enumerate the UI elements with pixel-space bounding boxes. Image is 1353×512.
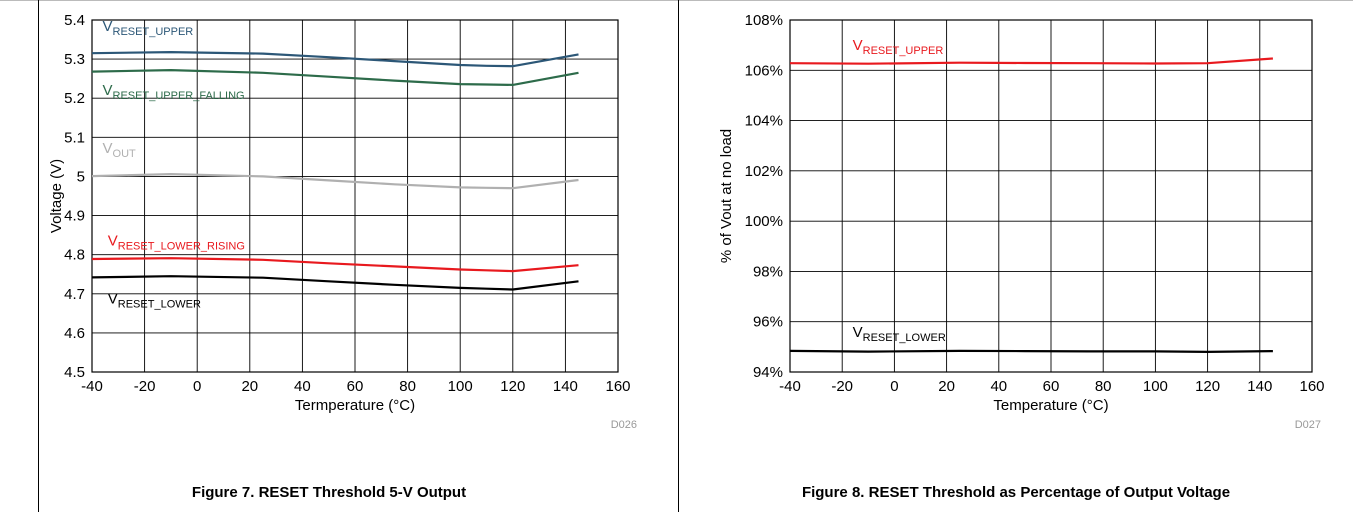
plot-frame bbox=[91, 19, 619, 373]
series-line bbox=[91, 50, 579, 68]
series-label: VOUT bbox=[103, 140, 137, 160]
series-label-main: V bbox=[103, 140, 113, 157]
series-label-subscript: OUT bbox=[113, 148, 137, 160]
series-label-subscript: RESET_UPPER bbox=[113, 26, 194, 38]
x-tick-label: 60 bbox=[347, 378, 364, 395]
y-tick-label: 4.7 bbox=[64, 286, 85, 303]
series-label-subscript: RESET_LOWER_RISING bbox=[118, 241, 245, 253]
y-tick-label: 5.3 bbox=[64, 51, 85, 68]
y-tick-label: 4.5 bbox=[64, 364, 85, 381]
x-tick-label: -20 bbox=[134, 378, 156, 395]
x-tick-label: 80 bbox=[399, 378, 416, 395]
figure-code: D026 bbox=[611, 419, 637, 431]
y-tick-label: 98% bbox=[753, 263, 783, 280]
series-label-subscript: RESET_UPPER bbox=[863, 45, 944, 57]
y-tick-label: 5.4 bbox=[64, 12, 85, 29]
panel-border-left bbox=[38, 0, 39, 512]
x-tick-label: 140 bbox=[553, 378, 578, 395]
x-tick-label: 140 bbox=[1247, 378, 1272, 395]
x-tick-label: 40 bbox=[294, 378, 311, 395]
x-tick-label: 160 bbox=[1299, 378, 1324, 395]
series-line bbox=[789, 349, 1273, 353]
y-tick-label: 5.1 bbox=[64, 129, 85, 146]
series-label-main: V bbox=[108, 233, 118, 250]
series-label: VRESET_LOWER bbox=[108, 291, 201, 311]
series-label: VRESET_UPPER_FALLING bbox=[103, 82, 245, 102]
y-tick-label: 94% bbox=[753, 364, 783, 381]
series-label-main: V bbox=[103, 18, 113, 35]
chart-figure-8: -40 -20 0 20 40 60 80 100 120 140 160 94% 96% 98% 100%… bbox=[718, 12, 1325, 431]
series-line bbox=[91, 275, 579, 291]
y-tick-label: 5.2 bbox=[64, 90, 85, 107]
x-axis-label: Termperature (°C) bbox=[295, 397, 415, 414]
x-tick-label: 0 bbox=[193, 378, 201, 395]
y-axis-label: % of Vout at no load bbox=[718, 129, 735, 263]
x-tick-label: 20 bbox=[938, 378, 955, 395]
y-tick-label: 4.6 bbox=[64, 325, 85, 342]
series-label-subscript: RESET_LOWER bbox=[118, 299, 201, 311]
x-tick-label: 0 bbox=[890, 378, 898, 395]
panel-divider bbox=[678, 0, 679, 512]
y-tick-label: 100% bbox=[745, 213, 783, 230]
y-tick-label: 108% bbox=[745, 12, 783, 29]
y-tick-label: 5 bbox=[77, 168, 85, 185]
x-tick-label: 20 bbox=[241, 378, 258, 395]
x-tick-label: 120 bbox=[1195, 378, 1220, 395]
x-tick-label: 60 bbox=[1043, 378, 1060, 395]
x-tick-label: 80 bbox=[1095, 378, 1112, 395]
y-tick-label: 4.8 bbox=[64, 247, 85, 264]
series-line bbox=[789, 57, 1273, 65]
y-tick-label: 4.9 bbox=[64, 208, 85, 225]
y-axis-label: Voltage (V) bbox=[48, 159, 65, 233]
x-tick-label: 100 bbox=[1143, 378, 1168, 395]
series-label: VRESET_LOWER_RISING bbox=[108, 233, 245, 253]
series-label-main: V bbox=[853, 324, 863, 341]
y-tick-label: 102% bbox=[745, 163, 783, 180]
series-label-subscript: RESET_UPPER_FALLING bbox=[113, 90, 245, 102]
x-tick-label: 160 bbox=[605, 378, 630, 395]
series-label: VRESET_UPPER bbox=[853, 37, 944, 57]
series-label-main: V bbox=[103, 82, 113, 99]
top-rule bbox=[0, 0, 1353, 1]
series-line bbox=[91, 257, 579, 273]
x-tick-label: 100 bbox=[448, 378, 473, 395]
plot-frame bbox=[789, 19, 1313, 373]
series-label-main: V bbox=[853, 37, 863, 54]
figure-code: D027 bbox=[1295, 419, 1321, 431]
series-line bbox=[91, 173, 579, 190]
y-tick-label: 104% bbox=[745, 113, 783, 130]
x-tick-label: -40 bbox=[81, 378, 103, 395]
x-tick-label: -20 bbox=[831, 378, 853, 395]
x-tick-label: 120 bbox=[500, 378, 525, 395]
series-label-subscript: RESET_LOWER bbox=[863, 332, 946, 344]
figure-8-caption: Figure 8. RESET Threshold as Percentage … bbox=[801, 484, 1231, 501]
figure-7-caption: Figure 7. RESET Threshold 5-V Output bbox=[191, 484, 467, 501]
series-line bbox=[91, 68, 579, 87]
series-label: VRESET_UPPER bbox=[103, 18, 194, 38]
chart-figure-7: -40 -20 0 20 40 60 80 100 120 140 160 4.5 4.6 4.7 4.8 4… bbox=[48, 12, 637, 431]
series-label: VRESET_LOWER bbox=[853, 324, 946, 344]
x-axis-label: Temperature (°C) bbox=[993, 397, 1108, 414]
y-tick-label: 96% bbox=[753, 314, 783, 331]
x-tick-label: 40 bbox=[990, 378, 1007, 395]
series-label-main: V bbox=[108, 291, 118, 308]
y-tick-label: 106% bbox=[745, 62, 783, 79]
x-tick-label: -40 bbox=[779, 378, 801, 395]
